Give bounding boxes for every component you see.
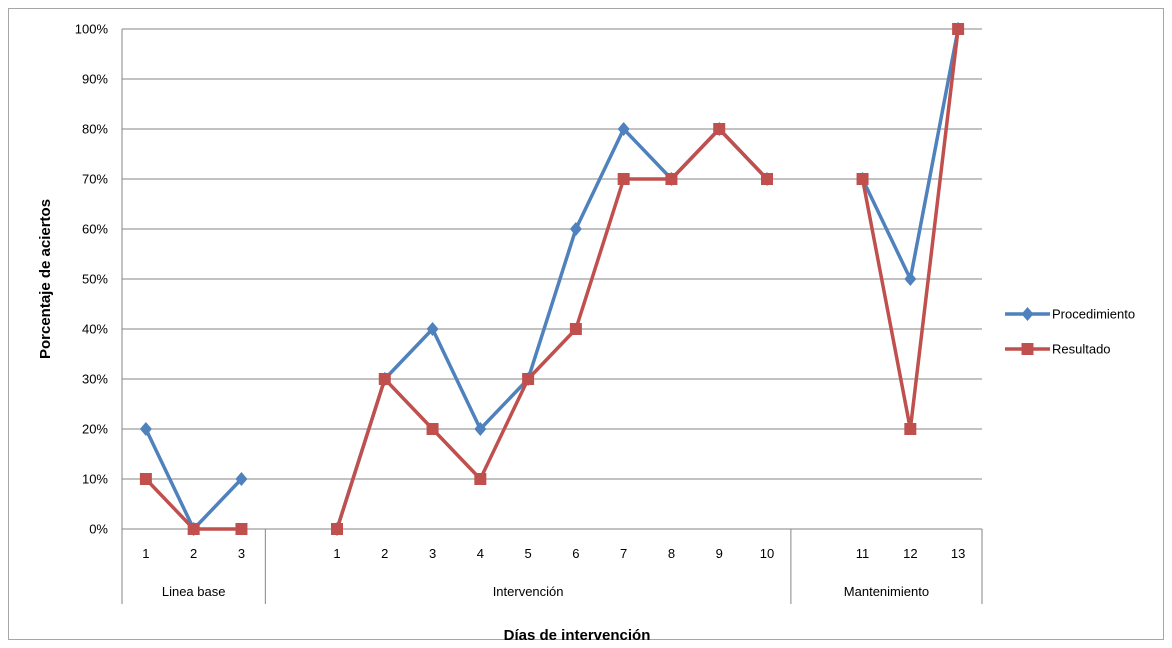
legend-marker-resultado — [1021, 343, 1034, 355]
x-tick-label: 2 — [381, 546, 388, 561]
data-point-resultado — [426, 423, 439, 435]
x-tick-label: 3 — [429, 546, 436, 561]
data-point-resultado — [331, 523, 343, 535]
x-tick-label: 7 — [620, 546, 627, 561]
data-point-procedimiento — [139, 422, 152, 436]
x-tick-labels: 1 2 3 1 2 3 4 5 6 7 8 9 10 11 12 13 — [142, 546, 965, 561]
x-tick-label: 6 — [572, 546, 579, 561]
series-line-resultado — [335, 127, 769, 530]
data-point-resultado — [378, 373, 391, 385]
data-point-resultado — [235, 523, 248, 535]
y-tick-label: 100% — [75, 22, 109, 37]
y-tick-labels: 0% 10% 20% 30% 40% 50% 60% 70% 80% 90% 100% — [75, 22, 109, 537]
data-point-resultado — [139, 473, 152, 485]
x-tick-label: 1 — [142, 546, 149, 561]
legend-label-resultado: Resultado — [1052, 342, 1111, 357]
y-tick-label: 50% — [82, 272, 108, 287]
data-point-procedimiento — [617, 122, 630, 136]
data-point-resultado — [904, 423, 917, 435]
legend-marker-procedimiento — [1021, 307, 1034, 321]
data-point-procedimiento — [426, 322, 439, 336]
data-point-resultado — [187, 523, 200, 535]
chart-frame — [8, 8, 1164, 640]
x-tick-label: 12 — [903, 546, 917, 561]
x-tick-label: 10 — [760, 546, 774, 561]
x-tick-label: 8 — [668, 546, 675, 561]
legend: Procedimiento Resultado — [1005, 307, 1135, 357]
y-tick-label: 80% — [82, 122, 108, 137]
series-markers — [139, 22, 965, 536]
data-point-resultado — [474, 473, 487, 485]
data-point-resultado — [522, 373, 535, 385]
y-tick-label: 70% — [82, 172, 108, 187]
data-point-resultado — [761, 173, 773, 185]
y-tick-label: 90% — [82, 72, 108, 87]
group-label: Mantenimiento — [844, 584, 929, 599]
y-tick-label: 40% — [82, 322, 108, 337]
x-tick-label: 11 — [856, 546, 870, 561]
y-tick-label: 10% — [82, 472, 108, 487]
y-tick-label: 20% — [82, 422, 108, 437]
group-label: Intervención — [493, 584, 564, 599]
group-labels: Linea base Intervención Mantenimiento — [121, 529, 983, 604]
legend-label-procedimiento: Procedimiento — [1052, 307, 1135, 322]
x-tick-label: 2 — [190, 546, 197, 561]
x-tick-label: 1 — [333, 546, 340, 561]
x-tick-label: 5 — [524, 546, 531, 561]
x-tick-label: 13 — [951, 546, 965, 561]
data-point-procedimiento — [569, 222, 582, 236]
data-point-procedimiento — [904, 272, 917, 286]
y-tick-label: 60% — [82, 222, 108, 237]
data-point-resultado — [952, 23, 965, 35]
gridlines — [122, 28, 982, 530]
x-tick-label: 4 — [477, 546, 484, 561]
series-line-resultado — [144, 477, 242, 531]
x-tick-label: 9 — [716, 546, 723, 561]
data-point-resultado — [569, 323, 582, 335]
data-point-procedimiento — [235, 472, 248, 486]
y-axis-title: Porcentaje de aciertos — [37, 199, 54, 359]
data-point-resultado — [617, 173, 630, 185]
x-tick-label: 3 — [238, 546, 245, 561]
y-tick-label: 0% — [89, 522, 108, 537]
x-axis-title: Días de intervención — [504, 627, 651, 644]
data-point-resultado — [665, 173, 678, 185]
group-label: Linea base — [162, 584, 226, 599]
y-tick-label: 30% — [82, 372, 108, 387]
data-point-procedimiento — [474, 422, 487, 436]
data-point-resultado — [856, 173, 869, 185]
data-point-resultado — [713, 123, 726, 135]
